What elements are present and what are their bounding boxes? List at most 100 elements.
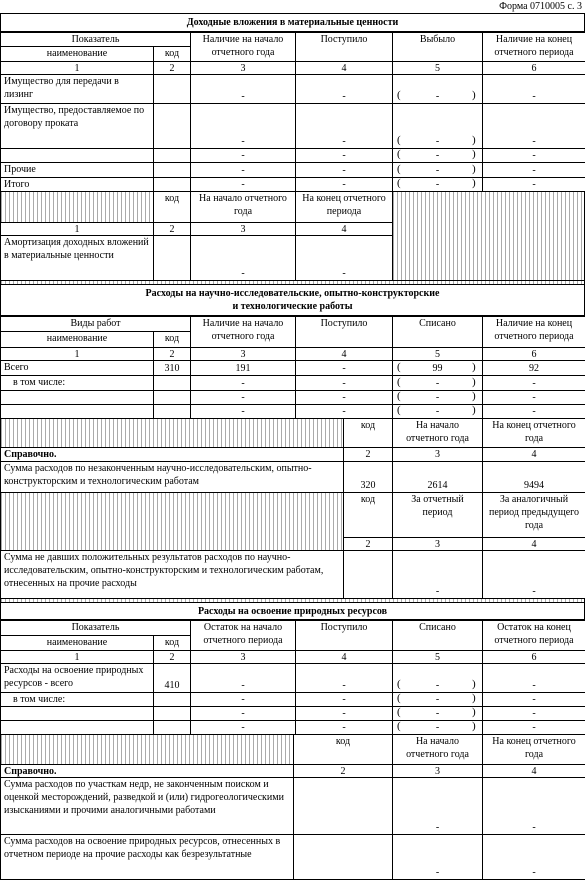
column-number: 3 <box>392 447 483 462</box>
column-header: Остаток на начало отчетного периода <box>190 620 296 651</box>
row-name: Всего <box>0 360 154 376</box>
column-number: 2 <box>343 537 393 551</box>
value-cell: 2614 <box>392 461 483 493</box>
parenthesis: ( <box>397 376 401 388</box>
column-header: Показатель <box>0 32 191 47</box>
value-cell: - <box>190 74 296 104</box>
parenthesis: ( <box>397 89 401 101</box>
row-code <box>153 390 191 405</box>
column-header: За отчетный период <box>392 492 483 538</box>
column-header: Наличие на конец отчетного периода <box>482 316 585 348</box>
column-header: код <box>343 418 393 448</box>
value-cell: 92 <box>482 360 585 376</box>
value-cell: - <box>482 148 585 163</box>
value-cell: - <box>482 706 585 721</box>
parenthesis: ( <box>397 678 401 690</box>
row-name: Расходы на освоение природных ресурсов -… <box>0 663 154 693</box>
value-cell: - <box>295 404 393 419</box>
column-number: 4 <box>482 764 585 778</box>
value-cell: - <box>190 706 296 721</box>
value-cell: - <box>295 375 393 391</box>
column-header: Наличие на конец отчетного периода <box>482 32 585 62</box>
parenthesis: ( <box>397 134 401 146</box>
parenthesis: ) <box>472 720 476 732</box>
column-number: 5 <box>392 347 483 361</box>
column-header: На конец отчетного года <box>482 418 585 448</box>
value-cell: - <box>392 148 483 163</box>
column-number: 4 <box>295 61 393 75</box>
parenthesis: ) <box>472 134 476 146</box>
value-cell: - <box>392 375 483 391</box>
section-title: Доходные вложения в материальные ценност… <box>0 13 585 32</box>
value-cell: - <box>190 375 296 391</box>
value-cell: - <box>392 834 483 880</box>
row-name <box>0 148 154 163</box>
parenthesis: ( <box>397 177 401 189</box>
row-code <box>153 177 191 192</box>
value-cell: - <box>295 177 393 192</box>
column-number: 5 <box>392 61 483 75</box>
value-cell: - <box>482 375 585 391</box>
value-cell: - <box>392 720 483 735</box>
value-cell: - <box>392 74 483 104</box>
row-name: Сумма не давших положительных результато… <box>0 550 344 599</box>
parenthesis: ) <box>472 692 476 704</box>
value-cell: - <box>295 692 393 707</box>
row-name: Сумма расходов по участкам недр, не зако… <box>0 777 294 835</box>
row-name: Сумма расходов по незаконченным научно-и… <box>0 461 344 493</box>
column-header: Поступило <box>295 316 393 348</box>
parenthesis: ) <box>472 89 476 101</box>
hatched-area <box>392 191 585 281</box>
column-header: наименование <box>0 331 154 348</box>
row-name: в том числе: <box>0 375 154 391</box>
value-cell: - <box>482 663 585 693</box>
value-cell: - <box>482 390 585 405</box>
parenthesis: ( <box>397 390 401 402</box>
value-cell: - <box>392 692 483 707</box>
column-number: 2 <box>153 222 191 236</box>
value-cell: - <box>295 706 393 721</box>
value-cell: - <box>190 177 296 192</box>
column-number: 2 <box>153 61 191 75</box>
hatched-area <box>0 734 294 765</box>
row-code <box>153 375 191 391</box>
value-cell: - <box>482 720 585 735</box>
column-number: 3 <box>190 61 296 75</box>
row-code <box>153 706 191 721</box>
parenthesis: ( <box>397 706 401 718</box>
value-cell: - <box>392 390 483 405</box>
column-header: код <box>343 492 393 538</box>
row-code <box>293 777 393 835</box>
value-cell: - <box>190 390 296 405</box>
value-cell: - <box>295 390 393 405</box>
value-cell: - <box>295 663 393 693</box>
parenthesis: ) <box>472 361 476 373</box>
column-header: код <box>153 191 191 223</box>
parenthesis: ) <box>472 376 476 388</box>
row-code <box>153 103 191 149</box>
column-number: 3 <box>392 537 483 551</box>
column-number: 4 <box>482 447 585 462</box>
row-code <box>153 404 191 419</box>
column-header: За аналогичный период предыдущего года <box>482 492 585 538</box>
row-code <box>153 720 191 735</box>
column-header: На конец отчетного года <box>482 734 585 765</box>
row-name: Амортизация доходных вложений в материал… <box>0 235 154 281</box>
title-line: и технологические работы <box>232 301 353 312</box>
row-name: Итого <box>0 177 154 192</box>
parenthesis: ) <box>472 148 476 160</box>
column-header: Наличие на начало отчетного года <box>190 316 296 348</box>
value-cell: - <box>392 663 483 693</box>
parenthesis: ( <box>397 361 401 373</box>
column-number: 1 <box>0 347 154 361</box>
row-name: Прочие <box>0 162 154 178</box>
column-number: 2 <box>343 447 393 462</box>
column-number: 3 <box>190 347 296 361</box>
column-header: код <box>153 331 191 348</box>
row-name <box>0 404 154 419</box>
row-code <box>293 834 393 880</box>
row-code: 320 <box>343 461 393 493</box>
column-number: 6 <box>482 61 585 75</box>
column-header: Поступило <box>295 620 393 651</box>
column-number: 4 <box>295 650 393 664</box>
